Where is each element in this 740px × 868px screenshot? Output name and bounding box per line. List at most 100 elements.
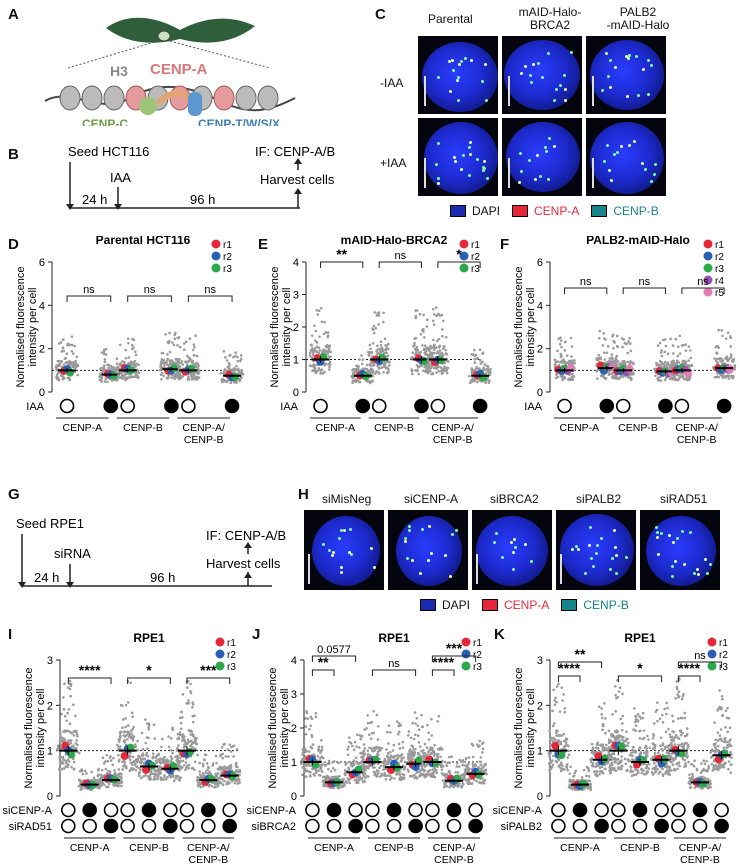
- cell-dot: [407, 757, 410, 761]
- cell-dot: [213, 781, 216, 785]
- cell-dot: [479, 362, 483, 365]
- y-axis-label: intensity per cell: [281, 288, 293, 367]
- cell-dot: [418, 365, 421, 368]
- cell-dot: [224, 356, 227, 359]
- cell-dot: [185, 702, 188, 705]
- cell-dot: [186, 686, 189, 689]
- condition-on: [103, 818, 119, 834]
- cell-dot: [328, 365, 331, 369]
- centromere-spot: [588, 526, 592, 530]
- cell-dot: [65, 352, 69, 355]
- centromere-spot: [697, 573, 701, 577]
- cell-dot: [585, 774, 588, 778]
- cell-dot: [554, 759, 558, 763]
- cell-dot: [562, 358, 565, 361]
- cell-dot: [467, 374, 471, 378]
- cell-dot: [100, 380, 103, 383]
- cell-dot: [78, 769, 82, 773]
- cell-dot: [592, 752, 596, 756]
- cell-dot: [70, 349, 74, 353]
- centromere-spot: [609, 179, 613, 182]
- cell-dot: [219, 754, 222, 758]
- cell-dot: [352, 763, 356, 767]
- cell-dot: [452, 785, 456, 789]
- cell-dot: [659, 351, 663, 354]
- cell-dot: [655, 361, 658, 365]
- cell-dot: [177, 778, 180, 781]
- y-tick-label: 6: [39, 257, 45, 269]
- cell-dot: [65, 729, 69, 733]
- cell-dot: [167, 760, 170, 763]
- cell-dot: [442, 368, 446, 372]
- cell-dot: [372, 710, 375, 713]
- cell-dot: [61, 755, 65, 759]
- cell-dot: [728, 357, 731, 360]
- cell-dot: [567, 749, 571, 753]
- cell-dot: [688, 377, 691, 381]
- cell-dot: [599, 743, 602, 747]
- cell-dot: [162, 358, 166, 362]
- cell-dot: [440, 768, 444, 772]
- centromere-spot: [463, 56, 467, 60]
- cell-dot: [427, 738, 431, 741]
- cell-dot: [319, 757, 322, 760]
- cell-dot: [179, 756, 182, 759]
- cell-dot: [486, 367, 490, 371]
- cell-dot: [441, 371, 445, 375]
- legend-label: r4: [715, 276, 724, 287]
- cell-dot: [65, 719, 68, 722]
- cell-dot: [348, 740, 351, 744]
- cell-dot: [190, 730, 194, 733]
- replicate-mean: [551, 741, 560, 750]
- cell-dot: [317, 309, 321, 313]
- cell-dot: [209, 772, 213, 776]
- centromere-spot: [606, 74, 610, 78]
- condition-off: [326, 818, 342, 834]
- cell-dot: [585, 785, 589, 789]
- cell-dot: [147, 736, 150, 740]
- cell-dot: [124, 703, 128, 707]
- cell-dot: [360, 354, 363, 357]
- cell-dot: [238, 379, 241, 383]
- legend-label: r3: [715, 264, 724, 275]
- cell-dot: [199, 785, 203, 789]
- cell-dot: [378, 766, 381, 770]
- cell-dot: [375, 769, 379, 772]
- legend-label: r3: [227, 662, 236, 673]
- cell-dot: [558, 342, 562, 346]
- cell-dot: [657, 378, 661, 382]
- centromere-spot: [512, 568, 516, 572]
- centromere-spot: [625, 55, 629, 59]
- cell-dot: [319, 372, 322, 375]
- cell-dot: [559, 740, 562, 744]
- cell-dot: [365, 726, 368, 730]
- cell-dot: [429, 369, 432, 373]
- cell-dot: [183, 739, 187, 743]
- cell-dot: [104, 767, 108, 771]
- cell-dot: [121, 373, 124, 377]
- legend-label: r1: [227, 638, 236, 649]
- centromere-spot: [543, 145, 547, 149]
- cell-dot: [326, 335, 330, 339]
- cell-dot: [162, 374, 165, 378]
- cell-dot: [117, 753, 120, 757]
- cell-dot: [304, 732, 308, 736]
- cell-dot: [480, 781, 483, 785]
- centromere-spot: [605, 52, 609, 56]
- legend-marker: [211, 263, 221, 273]
- cell-dot: [420, 755, 424, 759]
- cell-dot: [355, 378, 359, 382]
- cell-dot: [299, 762, 303, 766]
- cell-dot: [471, 377, 474, 381]
- cell-dot: [669, 337, 672, 341]
- cell-dot: [124, 378, 127, 382]
- centromere-spot: [595, 544, 599, 547]
- cell-dot: [440, 351, 444, 355]
- cell-dot: [239, 357, 243, 361]
- cell-dot: [80, 787, 83, 790]
- cell-dot: [597, 705, 601, 708]
- cell-dot: [564, 361, 568, 365]
- cell-dot: [560, 375, 563, 378]
- cell-dot: [600, 713, 604, 716]
- cell-dot: [328, 776, 332, 780]
